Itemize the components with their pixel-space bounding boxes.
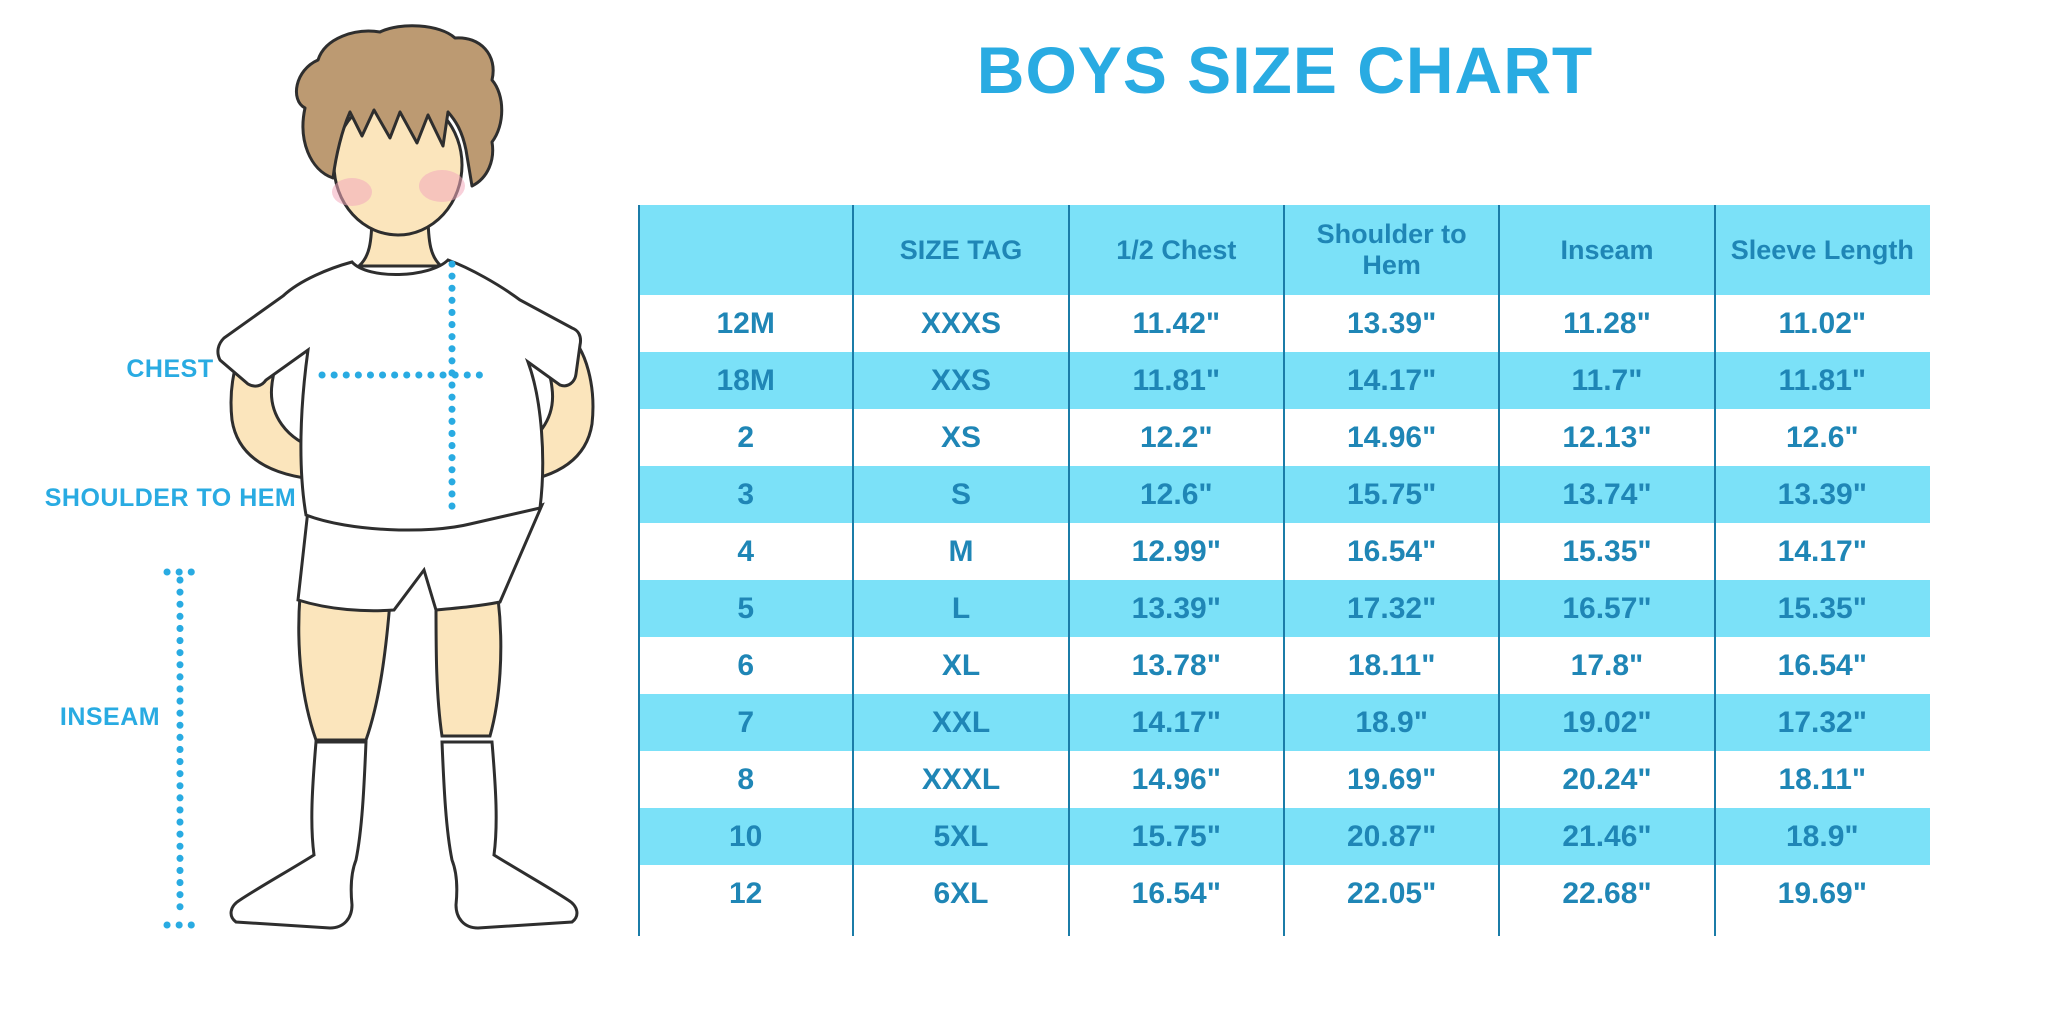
column-divider (852, 205, 855, 936)
measurement-cell: 11.81" (1132, 363, 1221, 397)
boy-measurement-illustration (163, 24, 595, 930)
header-cell-sleeve-length: Sleeve Length (1730, 234, 1914, 265)
table-row: 2 XS 12.2" 14.96" 12.13" 12.6" (638, 409, 1930, 466)
measurement-cell: 16.54" (1131, 876, 1221, 910)
measurement-cell: 12.99" (1131, 534, 1221, 568)
measurement-cell: 20.24" (1562, 762, 1652, 796)
right-thigh (434, 596, 503, 738)
inseam-label: INSEAM (59, 703, 161, 731)
shoulder-to-hem-label: SHOULDER TO HEM (44, 484, 297, 512)
measurement-cell: 11.7" (1571, 363, 1643, 397)
measurement-cell: 11.28" (1563, 306, 1651, 340)
measurement-cell: 22.05" (1347, 876, 1437, 910)
size-tag-cell: XXS (930, 363, 991, 397)
size-cell: 3 (737, 477, 754, 511)
size-table: SIZE TAG 1/2 Chest Shoulder to Hem Insea… (638, 205, 1930, 936)
measurement-cell: 16.57" (1562, 591, 1652, 625)
column-divider (1067, 205, 1070, 936)
left-thigh (297, 593, 392, 742)
measurement-cell: 21.46" (1562, 819, 1652, 853)
size-tag-cell: XXXL (921, 762, 1001, 796)
measurement-cell: 15.75" (1131, 819, 1221, 853)
size-tag-cell: M (948, 534, 974, 568)
size-cell: 12 (728, 876, 763, 910)
header-cell-shoulder-to-hem: Shoulder to Hem (1316, 219, 1467, 280)
measurement-cell: 20.87" (1347, 819, 1437, 853)
measurement-cell: 18.9" (1355, 705, 1428, 739)
size-cell: 10 (728, 819, 763, 853)
column-divider (638, 205, 640, 936)
measurement-cell: 15.35" (1777, 591, 1867, 625)
size-cell: 7 (737, 705, 754, 739)
measurement-cell: 12.6" (1140, 477, 1213, 511)
size-tag-cell: 6XL (933, 876, 989, 910)
measurement-cell: 19.69" (1347, 762, 1437, 796)
right-sock (440, 740, 579, 930)
measurement-cell: 11.02" (1778, 306, 1867, 340)
measurement-dotted-lines (163, 260, 484, 929)
column-divider (1498, 205, 1501, 936)
measurement-cell: 18.9" (1786, 819, 1859, 853)
page-title: BOYS SIZE CHART (976, 33, 1594, 107)
measurement-cell: 12.6" (1786, 420, 1859, 454)
t-shirt (216, 258, 582, 532)
measurement-cell: 11.42" (1132, 306, 1221, 340)
header-cell-half-chest: 1/2 Chest (1116, 234, 1237, 265)
size-cell: 12M (716, 306, 775, 340)
column-divider (1713, 205, 1716, 936)
measurement-cell: 15.35" (1562, 534, 1652, 568)
size-cell: 8 (737, 762, 754, 796)
column-divider (1283, 205, 1285, 936)
size-cell: 18M (716, 363, 775, 397)
size-cell: 6 (737, 648, 754, 682)
measurement-cell: 22.68" (1562, 876, 1652, 910)
measurement-cell: 18.11" (1347, 648, 1436, 682)
measurement-cell: 14.17" (1777, 534, 1867, 568)
header-cell-size-tag: SIZE TAG (899, 234, 1023, 265)
measurement-cell: 17.32" (1347, 591, 1437, 625)
measurement-cell: 12.2" (1140, 420, 1213, 454)
size-tag-cell: L (951, 591, 971, 625)
size-cell: 5 (737, 591, 754, 625)
table-row: 8 XXXL 14.96" 19.69" 20.24" 18.11" (638, 751, 1930, 808)
measurement-cell: 14.17" (1131, 705, 1221, 739)
size-tag-cell: S (950, 477, 971, 511)
measurement-cell: 17.8" (1570, 648, 1644, 682)
measurement-cell: 13.74" (1562, 477, 1652, 511)
measurement-cell: 12.13" (1562, 420, 1652, 454)
measurement-cell: 11.81" (1778, 363, 1867, 397)
measurement-cell: 13.39" (1347, 306, 1437, 340)
table-row: 12M XXXS 11.42" 13.39" 11.28" 11.02" (638, 295, 1930, 352)
header-cell-inseam: Inseam (1560, 234, 1654, 265)
hair (295, 24, 504, 188)
size-cell: 4 (737, 534, 754, 568)
measurement-cell: 16.54" (1777, 648, 1867, 682)
measurement-cell: 13.39" (1131, 591, 1221, 625)
table-row: 6 XL 13.78" 18.11" 17.8" 16.54" (638, 637, 1930, 694)
measurement-cell: 17.32" (1777, 705, 1867, 739)
measurement-cell: 16.54" (1347, 534, 1437, 568)
size-cell: 2 (737, 420, 754, 454)
chest-label: CHEST (126, 355, 214, 383)
left-blush (332, 178, 372, 206)
measurement-cell: 15.75" (1347, 477, 1437, 511)
measurement-cell: 14.96" (1131, 762, 1221, 796)
size-tag-cell: XXL (931, 705, 991, 739)
size-tag-cell: XL (941, 648, 981, 682)
measurement-cell: 13.78" (1131, 648, 1221, 682)
measurement-cell: 19.02" (1562, 705, 1652, 739)
table-row: 4 M 12.99" 16.54" 15.35" 14.17" (638, 523, 1930, 580)
right-blush (419, 170, 465, 202)
size-tag-cell: 5XL (933, 819, 989, 853)
measurement-cell: 14.96" (1347, 420, 1437, 454)
table-row: 12 6XL 16.54" 22.05" 22.68" 19.69" (638, 865, 1930, 922)
size-tag-cell: XXXS (920, 306, 1002, 340)
size-tag-cell: XS (940, 420, 981, 454)
measurement-cell: 19.69" (1777, 876, 1867, 910)
measurement-cell: 13.39" (1777, 477, 1867, 511)
measurement-cell: 14.17" (1347, 363, 1437, 397)
left-sock (229, 740, 368, 930)
measurement-cell: 18.11" (1778, 762, 1867, 796)
